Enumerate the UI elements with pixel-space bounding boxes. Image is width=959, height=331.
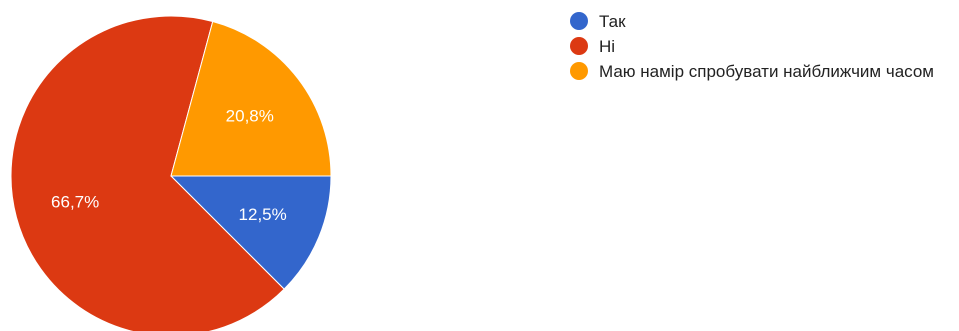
- legend: Так Ні Маю намір спробувати найближчим ч…: [570, 10, 955, 85]
- pie-slice-plan-to-try[interactable]: [170, 20, 332, 177]
- legend-swatch-plan-to-try: [570, 62, 588, 80]
- legend-item-yes[interactable]: Так: [570, 10, 955, 33]
- pie-slice-no[interactable]: [10, 15, 285, 331]
- legend-label-no: Ні: [599, 37, 616, 56]
- legend-item-plan-to-try[interactable]: Маю намір спробувати найближчим часом: [570, 60, 955, 83]
- slice-label-plan-to-try: 20,8%: [226, 107, 274, 126]
- legend-item-no[interactable]: Ні: [570, 35, 955, 58]
- slice-label-no: 66,7%: [51, 193, 99, 212]
- legend-swatch-yes: [570, 12, 588, 30]
- legend-label-plan-to-try: Маю намір спробувати найближчим часом: [599, 62, 934, 81]
- slice-label-yes: 12,5%: [239, 205, 287, 224]
- legend-label-yes: Так: [599, 12, 626, 31]
- pie-slice-yes[interactable]: [169, 175, 332, 290]
- legend-swatch-no: [570, 37, 588, 55]
